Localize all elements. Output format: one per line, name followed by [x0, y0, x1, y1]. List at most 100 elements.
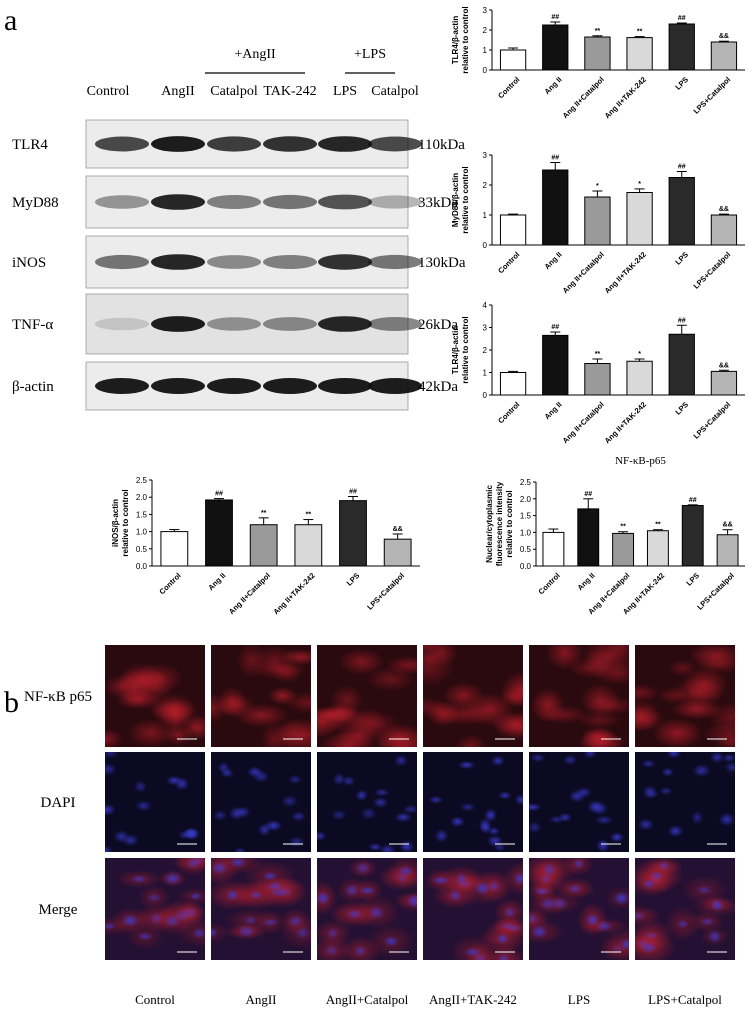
nucleus	[394, 754, 408, 767]
cell-image	[317, 752, 417, 852]
nucleus	[458, 760, 476, 770]
blot-band	[368, 317, 422, 331]
y-tick-label: 3	[483, 151, 488, 160]
y-tick-label: 1.0	[520, 528, 532, 537]
nucleus	[503, 906, 516, 918]
nucleus	[146, 893, 162, 902]
cell-image	[529, 858, 629, 960]
nucleus	[354, 945, 367, 957]
protein-label: iNOS	[12, 255, 46, 271]
bar	[626, 37, 653, 71]
blot-band	[207, 255, 261, 269]
cytoplasm	[652, 718, 703, 747]
column-label: LPS	[568, 992, 590, 1007]
cell-image	[635, 645, 735, 747]
x-tick-label: Control	[496, 250, 521, 275]
cell-image	[423, 858, 523, 960]
blot-band	[368, 254, 422, 270]
cytoplasm	[105, 728, 124, 747]
nucleus	[563, 754, 578, 766]
significance-label: ##	[349, 489, 357, 496]
y-tick-label: 2	[483, 181, 488, 190]
nucleus	[450, 816, 465, 828]
image-content	[530, 645, 629, 747]
bar	[681, 505, 704, 567]
cytoplasm	[115, 688, 161, 710]
x-tick-label: Ang II+Catalpol	[561, 75, 606, 120]
nucleus	[105, 803, 116, 816]
nucleus	[487, 826, 500, 836]
y-tick-label: 0.0	[520, 562, 532, 571]
nucleus	[583, 752, 598, 759]
x-tick-label: LPS	[345, 571, 362, 588]
nucleus	[402, 804, 417, 814]
x-tick-label: Ang II+TAK-242	[271, 571, 316, 616]
nucleus	[613, 891, 629, 906]
cytoplasm	[635, 683, 660, 703]
nucleus	[691, 810, 704, 825]
bar	[542, 334, 569, 396]
bar-chart: 0 1 2 3 4 TLR4/β-actin relative to control Cont…	[451, 301, 745, 445]
y-tick-label: 2.5	[136, 476, 148, 485]
nucleus	[342, 775, 355, 787]
significance-label: &&	[719, 33, 729, 40]
protein-size: 110kDa	[418, 137, 465, 153]
cell-image	[635, 752, 735, 852]
lane-label: AngII	[161, 84, 195, 99]
bar	[710, 370, 738, 396]
nucleus	[473, 881, 491, 895]
y-axis-label: relative to control	[461, 166, 470, 233]
nucleus	[287, 915, 304, 928]
blot-band	[151, 316, 205, 332]
significance-label: *	[596, 183, 599, 190]
bar	[160, 531, 189, 567]
nucleus	[542, 862, 556, 877]
nucleus	[635, 910, 646, 921]
nucleus	[459, 802, 476, 812]
bar	[668, 177, 695, 246]
nucleus	[317, 891, 331, 905]
cell-image	[635, 858, 735, 960]
x-tick-label: Control	[537, 571, 562, 596]
y-tick-label: 3	[483, 324, 488, 333]
nucleus	[642, 878, 656, 890]
cell-image	[211, 858, 311, 960]
protein-label: TNF-α	[12, 317, 53, 333]
nucleus	[529, 803, 542, 812]
image-bg	[635, 752, 735, 852]
nucleus	[131, 874, 148, 884]
nucleus	[585, 913, 600, 927]
nucleus	[708, 929, 722, 944]
bar	[710, 41, 738, 71]
nucleus	[355, 789, 368, 801]
blot-band	[207, 136, 261, 152]
y-tick-label: 3	[483, 6, 488, 15]
significance-label: ##	[215, 491, 223, 498]
nucleus	[189, 892, 202, 901]
cell-image	[105, 858, 205, 960]
blot-band	[318, 378, 372, 394]
column-label: AngII	[245, 992, 276, 1007]
image-content	[211, 645, 311, 747]
blot-band	[263, 255, 317, 269]
nucleus	[133, 780, 148, 793]
y-axis-label: relative to control	[461, 6, 470, 73]
y-tick-label: 2.0	[520, 495, 532, 504]
blot-band	[263, 194, 317, 210]
cytoplasm	[635, 706, 665, 732]
cytoplasm	[576, 710, 622, 729]
nucleus	[463, 947, 482, 957]
cytoplasm	[456, 734, 487, 747]
nucleus	[595, 815, 613, 825]
nucleus	[394, 812, 413, 823]
y-tick-label: 1.5	[520, 512, 532, 521]
image-content	[529, 752, 625, 852]
nucleus	[428, 795, 444, 804]
cytoplasm	[211, 922, 231, 943]
nucleus	[359, 886, 376, 895]
blot-band	[207, 378, 261, 394]
y-tick-label: 2.5	[520, 478, 532, 487]
cytoplasm	[568, 657, 613, 679]
bar-chart: 0.0 0.5 1.0 1.5 2.0 2.5 iNOS/β-actin relative t…	[111, 476, 420, 616]
x-tick-label: LPS+Catalpol	[692, 75, 733, 116]
